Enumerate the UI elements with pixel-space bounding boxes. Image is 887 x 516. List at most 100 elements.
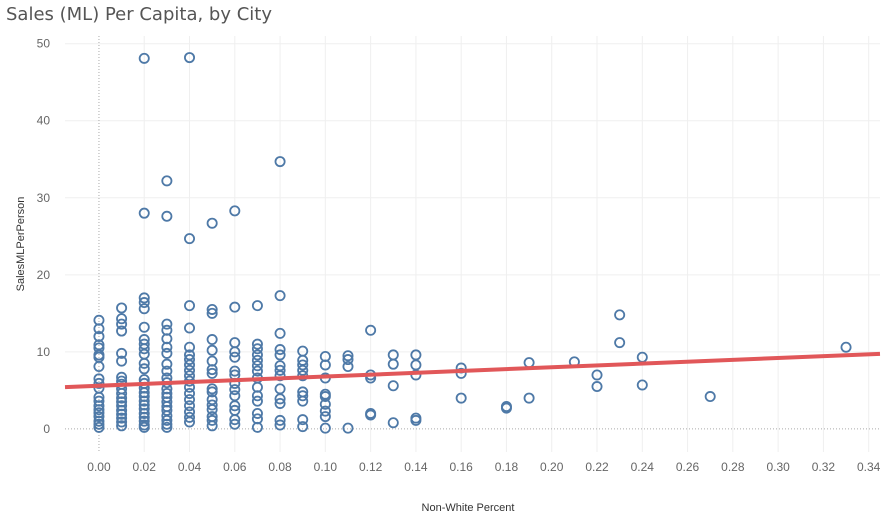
data-point [184, 52, 196, 64]
data-point [116, 416, 128, 428]
x-tick-label: 0.00 [87, 460, 111, 474]
data-point [523, 392, 535, 404]
x-axis-title: Non-White Percent [422, 502, 515, 514]
data-point [297, 395, 309, 407]
data-point [93, 400, 105, 412]
data-point [229, 301, 241, 313]
data-point [274, 156, 286, 168]
data-point [93, 323, 105, 335]
data-point [93, 418, 105, 430]
data-point [274, 364, 286, 376]
data-point [138, 292, 150, 304]
data-point [636, 379, 648, 391]
data-point [274, 393, 286, 405]
data-point [206, 344, 218, 356]
data-point [206, 334, 218, 346]
data-point [319, 405, 331, 417]
zero-lines [65, 36, 880, 452]
data-point [93, 415, 105, 427]
data-point [161, 210, 173, 222]
data-point [184, 322, 196, 334]
y-tick-label: 30 [37, 191, 51, 205]
data-point [206, 404, 218, 416]
x-tick-label: 0.12 [359, 460, 383, 474]
y-tick-label: 50 [37, 37, 51, 51]
data-point [387, 380, 399, 392]
x-tick-label: 0.26 [676, 460, 700, 474]
data-point [116, 325, 128, 337]
chart-title: Sales (ML) Per Capita, by City [6, 4, 273, 25]
x-tick-label: 0.16 [450, 460, 474, 474]
data-point [161, 421, 173, 433]
data-point [116, 412, 128, 424]
data-point [138, 297, 150, 309]
data-point [297, 421, 309, 433]
data-point [138, 321, 150, 333]
data-point [184, 341, 196, 353]
data-point [591, 369, 603, 381]
data-point [274, 327, 286, 339]
data-point [93, 421, 105, 433]
data-point [319, 391, 331, 403]
data-point [274, 419, 286, 431]
data-point [206, 303, 218, 315]
data-point [387, 358, 399, 370]
data-point [93, 377, 105, 389]
data-point [274, 397, 286, 409]
data-point [138, 343, 150, 355]
data-point [229, 205, 241, 217]
data-point [184, 416, 196, 428]
data-point [116, 355, 128, 367]
data-point [251, 365, 263, 377]
data-point [93, 404, 105, 416]
data-point [206, 420, 218, 432]
data-point [614, 337, 626, 349]
data-point [274, 344, 286, 356]
data-point [229, 346, 241, 358]
data-point [365, 324, 377, 336]
data-point [93, 411, 105, 423]
x-tick-label: 0.06 [223, 460, 247, 474]
data-point [319, 422, 331, 434]
data-point [206, 367, 218, 379]
data-point [184, 387, 196, 399]
data-point [184, 300, 196, 312]
data-point [342, 360, 354, 372]
data-point [704, 391, 716, 403]
data-point [161, 347, 173, 359]
data-point [184, 411, 196, 423]
data-point [387, 417, 399, 429]
data-point [116, 392, 128, 404]
data-point [455, 367, 467, 379]
data-point [116, 408, 128, 420]
data-point [251, 407, 263, 419]
x-tick-label: 0.08 [268, 460, 292, 474]
data-point [297, 414, 309, 426]
data-point [319, 411, 331, 423]
data-point [116, 420, 128, 432]
data-point [229, 400, 241, 412]
data-point [274, 349, 286, 361]
y-tick-label: 40 [37, 114, 51, 128]
data-point [591, 381, 603, 393]
data-point [116, 313, 128, 325]
data-point [297, 364, 309, 376]
data-point [319, 398, 331, 410]
data-point [251, 354, 263, 366]
data-point [251, 360, 263, 372]
data-point [116, 371, 128, 383]
data-point [184, 400, 196, 412]
x-tick-label: 0.24 [631, 460, 655, 474]
data-point [251, 421, 263, 433]
data-point [297, 359, 309, 371]
data-point [274, 290, 286, 302]
x-tick-label: 0.10 [314, 460, 338, 474]
data-point [138, 415, 150, 427]
data-point [229, 418, 241, 430]
data-point [161, 418, 173, 430]
data-point [184, 233, 196, 245]
data-point [342, 354, 354, 366]
x-tick-label: 0.32 [812, 460, 836, 474]
data-point [251, 349, 263, 361]
data-point [229, 414, 241, 426]
